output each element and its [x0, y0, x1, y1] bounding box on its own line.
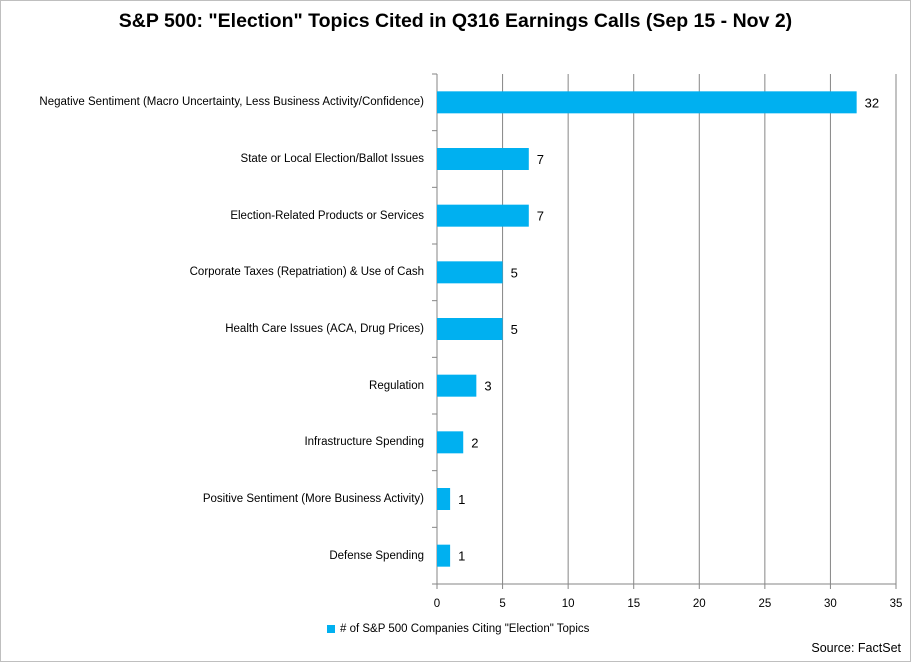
legend: # of S&P 500 Companies Citing "Election"…	[327, 623, 589, 635]
bar	[437, 544, 451, 567]
x-tick-label: 15	[627, 598, 640, 610]
data-label: 7	[537, 152, 544, 167]
category-label: Negative Sentiment (Macro Uncertainty, L…	[39, 96, 424, 109]
data-label: 3	[484, 379, 491, 394]
bar	[437, 261, 503, 284]
category-label: Corporate Taxes (Repatriation) & Use of …	[189, 266, 424, 279]
category-label: Defense Spending	[329, 549, 424, 562]
legend-label: # of S&P 500 Companies Citing "Election"…	[340, 623, 590, 635]
data-label: 32	[865, 95, 879, 110]
data-label: 1	[458, 492, 465, 507]
x-tick-label: 0	[434, 598, 440, 610]
data-label: 5	[511, 265, 518, 280]
bar	[437, 318, 503, 340]
category-label: Positive Sentiment (More Business Activi…	[202, 493, 424, 505]
data-label: 5	[511, 322, 518, 337]
bar	[437, 91, 857, 114]
legend-swatch	[327, 625, 335, 633]
x-tick-label: 30	[824, 598, 837, 610]
x-tick-label: 20	[693, 598, 706, 610]
bar	[437, 204, 529, 227]
x-tick-label: 5	[499, 598, 505, 610]
category-label: State or Local Election/Ballot Issues	[240, 153, 424, 165]
chart-title: S&P 500: "Election" Topics Cited in Q316…	[118, 10, 793, 32]
x-tick-label: 10	[562, 598, 575, 610]
data-label: 2	[471, 435, 478, 450]
data-label: 7	[537, 209, 544, 224]
bar	[437, 374, 477, 397]
category-label: Health Care Issues (ACA, Drug Prices)	[225, 323, 424, 335]
category-label: Infrastructure Spending	[304, 436, 424, 449]
x-tick-label: 35	[890, 598, 903, 610]
source-note: Source: FactSet	[811, 641, 901, 655]
category-label: Regulation	[369, 379, 424, 392]
bar	[437, 148, 529, 170]
x-tick-label: 25	[758, 598, 771, 610]
bar	[437, 488, 451, 510]
category-label: Election-Related Products or Services	[230, 209, 424, 222]
bar	[437, 431, 464, 454]
data-label: 1	[458, 549, 465, 564]
